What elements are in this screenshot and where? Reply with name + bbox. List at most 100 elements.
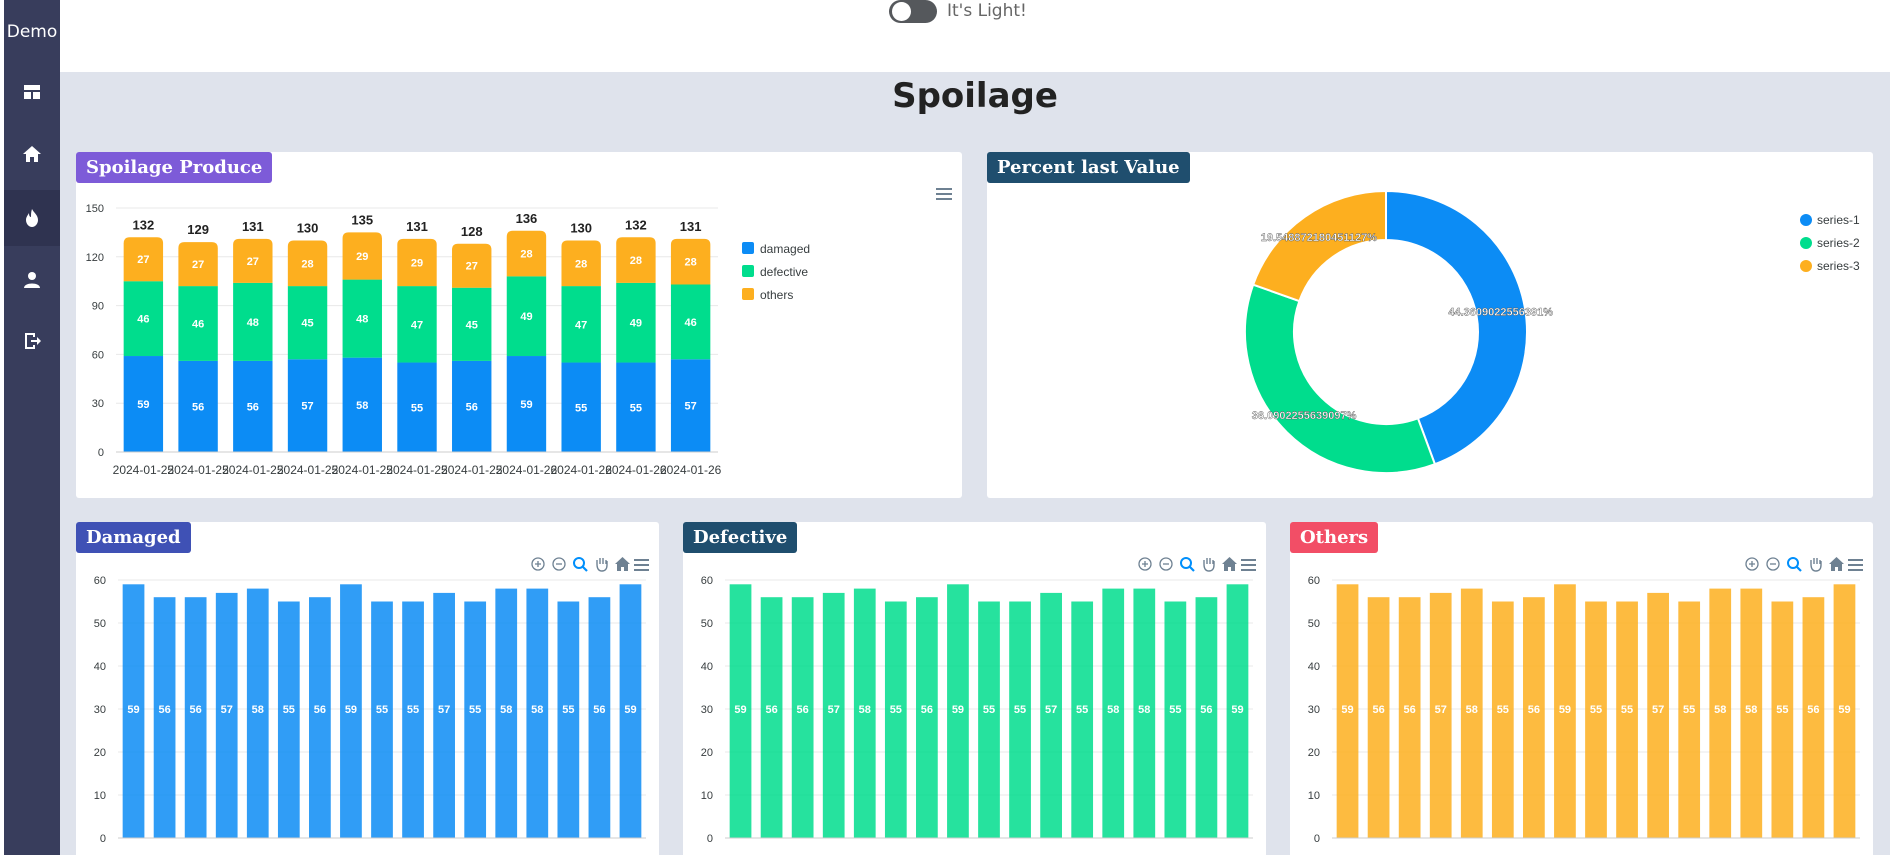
donut-slice xyxy=(1244,283,1437,474)
bar xyxy=(619,584,642,838)
main-content: Spoilage 0 30 60 90 120 150 59 46 27 132 2024-01-2… xyxy=(60,72,1890,862)
y-tick-label: 90 xyxy=(92,301,104,313)
bar xyxy=(1740,588,1763,838)
data-label: 55 xyxy=(411,402,423,414)
bar xyxy=(791,597,814,838)
sidebar-item-home[interactable] xyxy=(4,126,60,182)
bar xyxy=(246,588,269,838)
data-label: 57 xyxy=(828,704,840,716)
bar xyxy=(1009,601,1031,838)
data-label: 56 xyxy=(593,704,605,716)
sidebar-item-logout[interactable] xyxy=(4,313,60,369)
legend-label: others xyxy=(760,288,793,302)
y-tick-label: 20 xyxy=(701,747,713,759)
bar xyxy=(588,597,611,838)
zoom-in-icon xyxy=(1138,557,1152,571)
bar xyxy=(853,588,876,838)
zoom-out-icon xyxy=(1159,557,1173,571)
total-label: 129 xyxy=(187,222,209,237)
data-label: 55 xyxy=(1169,704,1181,716)
bar xyxy=(1678,601,1701,838)
legend-label: damaged xyxy=(760,242,810,256)
reset-zoom-icon xyxy=(1222,557,1237,571)
bar-segment xyxy=(342,279,382,358)
pan-icon xyxy=(1810,558,1822,572)
data-label: 55 xyxy=(376,704,388,716)
y-tick-label: 150 xyxy=(86,203,104,215)
bar-segment xyxy=(342,357,382,452)
pan-icon xyxy=(596,558,608,572)
data-label: 58 xyxy=(1745,704,1757,716)
bar xyxy=(557,601,580,838)
bar xyxy=(760,597,783,838)
data-label: 55 xyxy=(562,704,574,716)
donut-slice xyxy=(1251,189,1387,303)
data-label: 56 xyxy=(921,704,933,716)
theme-toggle-label: It's Light! xyxy=(947,1,1027,21)
data-label: 55 xyxy=(890,704,902,716)
bar-segment xyxy=(287,359,328,452)
y-tick-label: 30 xyxy=(94,704,106,716)
y-tick-label: 10 xyxy=(701,790,713,802)
bar xyxy=(884,601,907,838)
data-label: 55 xyxy=(983,704,995,716)
data-label: 46 xyxy=(137,314,149,326)
bar-segment xyxy=(670,284,711,360)
bar xyxy=(433,592,455,838)
x-tick-label: 2024-01-26 xyxy=(496,463,558,477)
data-label: 56 xyxy=(247,401,259,413)
data-label: 59 xyxy=(1838,704,1850,716)
data-label: 58 xyxy=(859,704,871,716)
chart-menu-icon[interactable] xyxy=(936,188,952,200)
y-tick-label: 30 xyxy=(701,704,713,716)
chart-menu-icon xyxy=(1848,559,1863,571)
sidebar-item-spoilage[interactable] xyxy=(4,190,60,246)
defective-chart: 0 10 20 30 40 50 60 59 56 56 57 58 55 56 59 55 55 57 55 58 5… xyxy=(701,557,1256,845)
bar xyxy=(215,592,238,838)
data-label: 55 xyxy=(1776,704,1788,716)
defective-title: Defective xyxy=(683,522,798,553)
y-tick-label: 20 xyxy=(1308,747,1320,759)
data-label: 58 xyxy=(1138,704,1150,716)
y-tick-label: 40 xyxy=(94,661,106,673)
bar xyxy=(1833,584,1856,838)
spoilage-produce-card: 0 30 60 90 120 150 59 46 27 132 2024-01-25 56 46 27 12… xyxy=(76,152,962,498)
percent-last-value-chart: 44.3609022556391% 36.0902255639097% 19.548… xyxy=(1244,189,1860,474)
bar xyxy=(1647,592,1669,838)
brand-label[interactable]: Demo xyxy=(6,22,58,42)
y-tick-label: 60 xyxy=(92,349,104,361)
data-label: 27 xyxy=(137,254,149,266)
bar xyxy=(1398,597,1421,838)
data-label: 56 xyxy=(190,704,202,716)
data-label: 27 xyxy=(247,256,259,268)
sidebar-item-profile[interactable] xyxy=(4,252,60,308)
chart-toolbar xyxy=(1138,557,1256,572)
y-tick-label: 30 xyxy=(92,398,104,410)
data-label: 56 xyxy=(466,401,478,413)
y-tick-label: 10 xyxy=(94,790,106,802)
sidebar-item-dashboard[interactable] xyxy=(4,64,60,120)
user-icon xyxy=(24,272,40,288)
data-label: 58 xyxy=(531,704,543,716)
bar-segment xyxy=(123,356,164,452)
data-label: 58 xyxy=(1714,704,1726,716)
bar xyxy=(978,601,1000,838)
bar xyxy=(1709,588,1732,838)
zoom-out-icon xyxy=(552,557,566,571)
bar-segment xyxy=(397,238,437,287)
bar-segment xyxy=(123,237,164,282)
x-tick-label: 2024-01-26 xyxy=(550,463,612,477)
data-label: 55 xyxy=(1683,704,1695,716)
x-tick-label: 2024-01-25 xyxy=(386,463,448,477)
bar xyxy=(1195,597,1218,838)
y-tick-label: 60 xyxy=(1308,575,1320,587)
y-tick-label: 10 xyxy=(1308,790,1320,802)
spoilage-produce-chart: 0 30 60 90 120 150 59 46 27 132 2024-01-25 56 46 27 12… xyxy=(86,203,810,477)
total-label: 136 xyxy=(516,211,538,226)
zoom-out-icon xyxy=(1766,557,1780,571)
y-tick-label: 0 xyxy=(98,447,104,459)
bar xyxy=(1367,597,1390,838)
page-title: Spoilage xyxy=(892,76,1058,116)
theme-toggle[interactable] xyxy=(889,0,937,23)
percent-last-value-card: 44.3609022556391% 36.0902255639097% 19.548… xyxy=(987,152,1873,498)
